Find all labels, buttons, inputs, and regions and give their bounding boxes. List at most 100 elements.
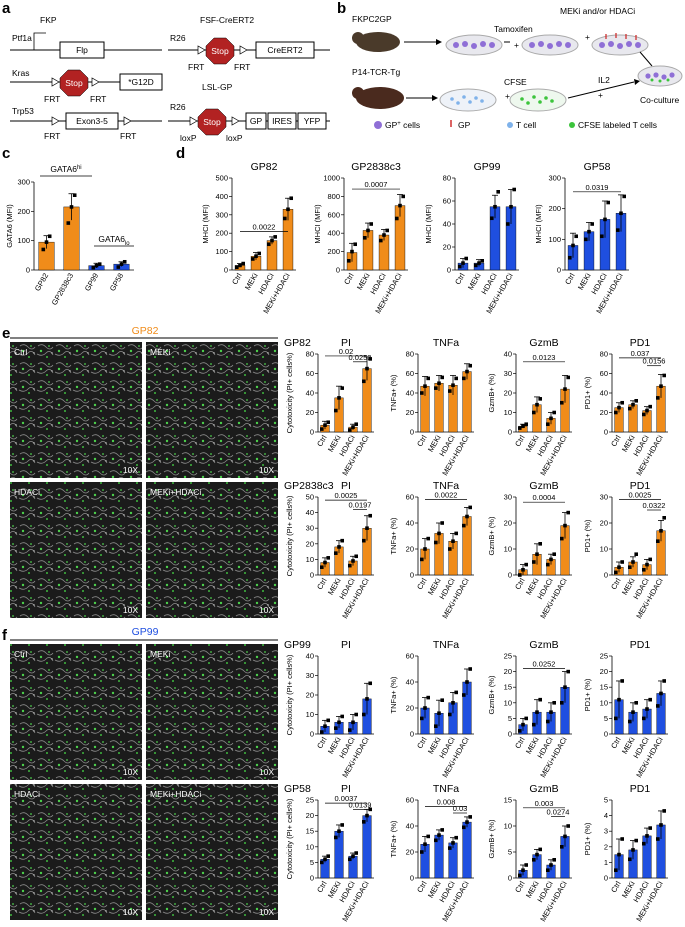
data-point [631, 402, 635, 407]
data-point [524, 863, 528, 867]
data-point [454, 835, 458, 840]
data-point [97, 262, 102, 266]
data-point [571, 243, 575, 248]
data-point [662, 516, 666, 520]
y-tick-label: 60 [443, 197, 451, 206]
y-axis-label: GzmB+ (%) [487, 819, 496, 858]
data-point [440, 828, 444, 832]
site-loxp: loxP [226, 133, 243, 143]
coculture-label: Co-culture [640, 95, 679, 105]
data-point [434, 724, 438, 728]
data-point [538, 397, 542, 401]
y-axis-label: GzmB+ (%) [487, 516, 496, 555]
chart-title: PD1 [630, 337, 651, 349]
y-tick-label: 30 [306, 671, 314, 680]
data-point [337, 396, 341, 400]
y-tick-label: 0 [410, 571, 414, 580]
data-point [423, 706, 427, 710]
t-cells-icon [450, 95, 484, 105]
data-point [348, 563, 352, 568]
y-tick-label: 0 [508, 428, 512, 437]
data-point [617, 565, 621, 569]
data-point [437, 711, 441, 715]
y-tick-label: 20 [306, 539, 314, 548]
data-point [656, 704, 660, 708]
y-axis-label: TNFa+ (%) [389, 676, 398, 713]
data-point [659, 529, 663, 533]
data-point [41, 247, 46, 252]
p-value: 0.0319 [586, 183, 609, 192]
magnification-label: 10X [123, 465, 138, 475]
chart-title: PD1 [630, 783, 651, 795]
data-point [448, 389, 452, 393]
culture-dish-icon [439, 88, 497, 112]
data-point [538, 847, 542, 852]
data-point [617, 697, 621, 702]
data-point [458, 264, 462, 269]
construct-label-fsf: FSF-CreERT2 [200, 15, 254, 25]
data-point [94, 263, 99, 268]
y-tick-label: 200 [548, 204, 561, 213]
data-point [587, 229, 591, 234]
panel-c-chart: 0 100 200 300 GATA6 (MFI) GP82 GP2838c3 GP99 GP5… [5, 164, 134, 307]
micrograph-label: MEKi [150, 649, 170, 659]
plus-sign: + [514, 40, 519, 50]
data-point [420, 850, 424, 854]
y-tick-label: 40 [306, 508, 314, 517]
frt-site-icon [123, 116, 132, 126]
y-tick-label: 0 [604, 874, 608, 883]
frt-site-icon [239, 45, 248, 55]
data-point [368, 513, 372, 518]
magnification-label: 10X [123, 767, 138, 777]
y-tick-label: 100 [17, 236, 30, 245]
y-tick-label: 0 [604, 428, 608, 437]
data-point [468, 815, 472, 819]
p-value: 0.0139 [349, 800, 372, 809]
gene-g12d: *G12D [128, 77, 154, 87]
y-tick-label: 0 [508, 571, 512, 580]
y-tick-label: 20 [600, 667, 608, 676]
y-tick-label: 5 [604, 796, 608, 805]
p-value: 0.0025 [335, 491, 358, 500]
row-label: GP58 [284, 783, 311, 795]
data-point [560, 536, 564, 541]
p-value: 0.03 [453, 804, 468, 813]
data-point [423, 842, 427, 846]
x-tick-label: Ctrl [453, 271, 467, 286]
arrow-head-icon [436, 39, 442, 45]
data-point [474, 263, 478, 268]
stop-octagon-icon [59, 69, 89, 97]
tss-arrow-icon [33, 32, 46, 50]
data-point [434, 838, 438, 843]
construct-label-lsl: LSL-GP [202, 82, 233, 92]
gene-box-g12d [119, 73, 163, 91]
y-tick-label: 400 [215, 192, 228, 201]
p-value: 0.0197 [349, 500, 372, 509]
data-point [518, 873, 522, 878]
loxp-site-icon [189, 116, 198, 126]
y-tick-label: 15 [306, 827, 314, 836]
y-tick-label: 200 [327, 247, 340, 256]
data-point [350, 249, 354, 254]
data-point [461, 261, 465, 265]
y-tick-label: 25 [306, 796, 314, 805]
data-point [645, 562, 649, 567]
y-tick-label: 0 [224, 266, 228, 275]
p-value: 0.0123 [533, 353, 556, 362]
data-point [648, 826, 652, 830]
y-tick-label: 20 [504, 389, 512, 398]
data-point [628, 406, 632, 411]
y-axis-label: Cytotoxicity (PI+ cells%) [285, 798, 294, 879]
y-tick-label: 40 [306, 652, 314, 661]
data-point [122, 259, 127, 264]
magnification-label: 10X [259, 907, 274, 917]
data-point [326, 854, 330, 858]
data-point [323, 560, 327, 565]
data-point [116, 265, 121, 269]
site-frt: FRT [188, 62, 204, 72]
